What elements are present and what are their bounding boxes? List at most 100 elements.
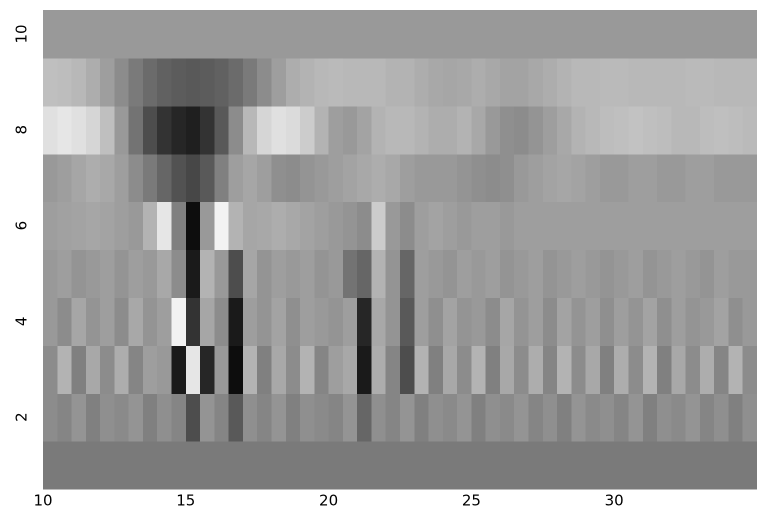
image-cell [328,57,344,107]
image-cell [257,10,273,59]
image-cell [214,297,230,346]
image-cell [128,57,144,107]
image-cell [414,153,430,203]
image-cell [185,249,201,298]
image-cell [314,393,330,442]
image-cell [414,249,430,298]
image-cell [428,249,444,298]
image-cell [371,249,387,298]
image-cell [457,105,472,155]
image-cell [271,441,287,490]
image-cell [642,297,658,346]
image-cell [614,249,630,298]
image-cell [114,201,130,251]
image-cell [85,249,101,298]
image-cell [614,201,630,251]
image-cell [142,393,158,442]
image-cell [685,201,701,251]
image-cell [557,153,572,203]
image-cell [628,345,644,394]
image-cell [114,249,130,298]
image-cell [85,441,101,490]
image-cell [514,10,530,59]
x-tick-label: 30 [605,492,624,510]
image-cell [628,393,644,442]
image-cell [614,297,630,346]
image-cell [428,201,444,251]
image-cell [657,297,672,346]
image-cell [642,345,658,394]
image-cell [157,10,173,59]
image-cell [171,10,187,59]
image-cell [599,297,615,346]
image-cell [114,393,130,442]
image-cell [542,441,558,490]
image-cell [71,345,87,394]
image-cell [499,345,515,394]
image-cell [200,201,215,251]
image-cell [314,201,330,251]
image-cell [400,441,415,490]
image-cell [685,297,701,346]
image-cell [585,105,601,155]
image-cell [485,10,501,59]
image-cell [385,105,401,155]
image-cell [485,201,501,251]
image-cell [257,105,273,155]
image-cell [128,441,144,490]
image-cell [314,10,330,59]
image-cell [657,153,672,203]
image-cell [657,201,672,251]
image-cell [671,441,687,490]
image-cell [471,393,487,442]
image-cell [671,10,687,59]
image-cell [671,201,687,251]
image-cell [571,249,587,298]
image-cell [599,105,615,155]
image-cell [171,393,187,442]
image-cell [100,153,115,203]
image-cell [728,10,744,59]
image-cell [300,105,315,155]
image-cell [43,57,58,107]
image-cell [699,345,715,394]
image-cell [85,57,101,107]
image-cell [614,345,630,394]
image-cell [257,249,273,298]
image-cell [114,441,130,490]
image-cell [671,249,687,298]
image-cell [414,201,430,251]
image-cell [728,441,744,490]
image-cell [628,105,644,155]
image-cell [128,297,144,346]
image-cell [599,153,615,203]
image-cell [528,153,544,203]
image-cell [642,105,658,155]
image-cell [528,249,544,298]
image-cell [200,10,215,59]
image-cell [43,297,58,346]
image-cell [571,393,587,442]
image-cell [57,201,73,251]
image-cell [657,345,672,394]
image-cell [185,345,201,394]
image-cell [728,57,744,107]
image-cell [499,393,515,442]
image-cell [428,393,444,442]
image-cell [142,201,158,251]
image-cell [43,201,58,251]
image-cell [228,393,244,442]
image-cell [714,345,730,394]
image-cell [428,153,444,203]
image-cell [242,201,258,251]
image-cell [642,153,658,203]
image-cell [100,249,115,298]
image-cell [300,441,315,490]
image-cell [142,10,158,59]
image-cell [285,345,301,394]
image-cell [485,153,501,203]
image-cell [85,393,101,442]
image-cell [728,345,744,394]
image-cell [414,345,430,394]
image-cell [157,345,173,394]
